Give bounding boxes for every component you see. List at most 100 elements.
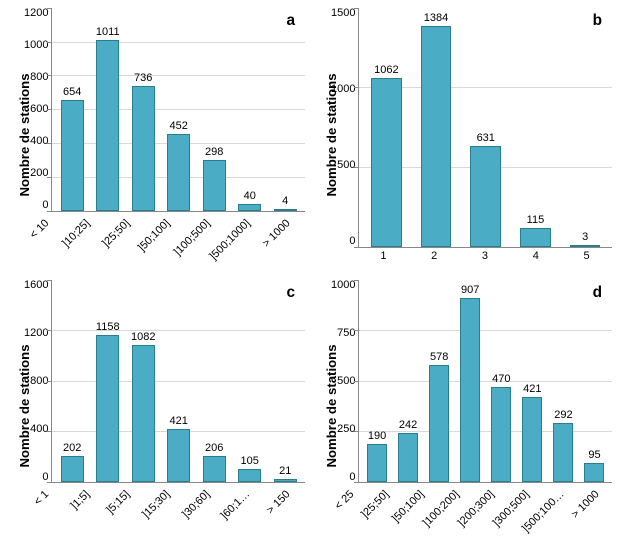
bar-slot: 190 xyxy=(361,280,392,483)
x-tick: ]25;50] xyxy=(104,218,144,221)
bar-slot: 298 xyxy=(196,8,232,211)
x-tick: ]300;500] xyxy=(507,489,542,492)
y-tick: 250 xyxy=(337,424,355,435)
bar-slot: 3 xyxy=(560,8,610,247)
bar-slot: 1062 xyxy=(361,8,411,247)
x-tick: 5 xyxy=(561,248,612,262)
bar-value-label: 1011 xyxy=(96,27,120,38)
bar xyxy=(132,86,155,210)
x-tick: 3 xyxy=(460,248,511,262)
y-tick: 1200 xyxy=(24,8,48,19)
bar-value-label: 95 xyxy=(588,450,600,461)
bar xyxy=(553,423,573,482)
panel-c: Nombre de stationsc160012008004000202115… xyxy=(6,280,305,534)
bar-value-label: 105 xyxy=(241,456,259,467)
bar-slot: 470 xyxy=(486,280,517,483)
x-tick: ]30;60] xyxy=(185,489,225,492)
bar xyxy=(61,456,84,482)
x-tick: ]15;30] xyxy=(144,489,184,492)
x-tick: ]50;100] xyxy=(144,218,184,221)
bar xyxy=(460,298,480,482)
x-ticks: < 10]10;25]]25;50]]50;100]]100;500]]500;… xyxy=(24,212,305,262)
bar-value-label: 21 xyxy=(279,466,291,477)
y-tick: 1000 xyxy=(331,280,355,291)
x-tick: ]500;1000] xyxy=(225,218,265,221)
plot-area: 1062 1384 631 115 3 xyxy=(358,8,612,248)
bar xyxy=(274,479,297,482)
bar-value-label: 190 xyxy=(368,431,386,442)
y-tick: 800 xyxy=(30,376,48,387)
bar xyxy=(491,387,511,482)
chart-grid: Nombre de stationsa120010008006004002000… xyxy=(6,8,612,533)
bar xyxy=(398,433,418,482)
bar-value-label: 907 xyxy=(461,285,479,296)
bar-slot: 654 xyxy=(54,8,90,211)
bar-value-label: 1062 xyxy=(374,65,398,76)
y-tick: 1200 xyxy=(24,328,48,339)
bar-slot: 206 xyxy=(196,280,232,483)
x-tick: < 25 xyxy=(331,489,366,492)
bars: 1062 1384 631 115 3 xyxy=(359,8,612,247)
bar-slot: 21 xyxy=(267,280,303,483)
x-tick: 4 xyxy=(510,248,561,262)
bar-slot: 292 xyxy=(548,280,579,483)
bar-value-label: 3 xyxy=(582,232,588,243)
bar xyxy=(203,160,226,210)
bar-value-label: 1158 xyxy=(96,322,120,333)
x-tick: ]25;50] xyxy=(366,489,401,492)
bars: 190 242 578 907 470 421 292 95 xyxy=(359,280,612,483)
bar-slot: 4 xyxy=(267,8,303,211)
bar xyxy=(167,429,190,482)
bar xyxy=(96,335,119,482)
bar-slot: 115 xyxy=(511,8,561,247)
bar xyxy=(371,78,402,247)
plot-area: 2021158108242120610521 xyxy=(51,280,305,484)
y-tick: 200 xyxy=(30,168,48,179)
x-ticks: 12345 xyxy=(331,248,612,262)
x-tick: ]60;1… xyxy=(225,489,265,492)
bar-slot: 452 xyxy=(161,8,197,211)
bar xyxy=(522,397,542,482)
bar xyxy=(203,456,226,482)
bar-value-label: 202 xyxy=(63,443,81,454)
x-tick: ]50;100] xyxy=(401,489,436,492)
bar xyxy=(570,245,601,247)
plot-area: 6541011736452298404 xyxy=(51,8,305,212)
bar-value-label: 631 xyxy=(477,133,495,144)
x-tick: ]1;5] xyxy=(64,489,104,492)
bar-slot: 1011 xyxy=(90,8,126,211)
y-tickmark xyxy=(354,247,359,248)
y-tick: 750 xyxy=(337,328,355,339)
y-tick: 1000 xyxy=(24,40,48,51)
bar-slot: 1082 xyxy=(125,280,161,483)
panel-d: Nombre de stationsd100075050025001902425… xyxy=(313,280,612,534)
bar-value-label: 470 xyxy=(492,374,510,385)
x-ticks: < 1]1;5]]5;15]]15;30]]30;60]]60;1…> 150 xyxy=(24,483,305,533)
bar-value-label: 1384 xyxy=(424,13,448,24)
bar-value-label: 452 xyxy=(170,121,188,132)
bar-slot: 736 xyxy=(125,8,161,211)
bar-slot: 1384 xyxy=(411,8,461,247)
x-tick: 2 xyxy=(409,248,460,262)
bar xyxy=(167,134,190,210)
bar-slot: 105 xyxy=(232,280,268,483)
bar xyxy=(274,209,297,211)
y-ticks: 150010005000 xyxy=(331,8,358,248)
panel-b: Nombre de stationsb150010005000106213846… xyxy=(313,8,612,262)
y-tick: 400 xyxy=(30,136,48,147)
bar-value-label: 578 xyxy=(430,352,448,363)
bar-value-label: 1082 xyxy=(131,332,155,343)
bar-slot: 242 xyxy=(393,280,424,483)
bars: 6541011736452298404 xyxy=(52,8,305,211)
bar xyxy=(470,146,501,246)
x-tick: ]5;15] xyxy=(104,489,144,492)
bar-value-label: 421 xyxy=(523,384,541,395)
x-tick: ]200;300] xyxy=(472,489,507,492)
bar xyxy=(367,444,387,482)
bar xyxy=(96,40,119,211)
bar-slot: 95 xyxy=(579,280,610,483)
bar-value-label: 4 xyxy=(282,196,288,207)
bar xyxy=(238,469,261,482)
bar-value-label: 654 xyxy=(63,87,81,98)
x-tick: ]10;25] xyxy=(64,218,104,221)
